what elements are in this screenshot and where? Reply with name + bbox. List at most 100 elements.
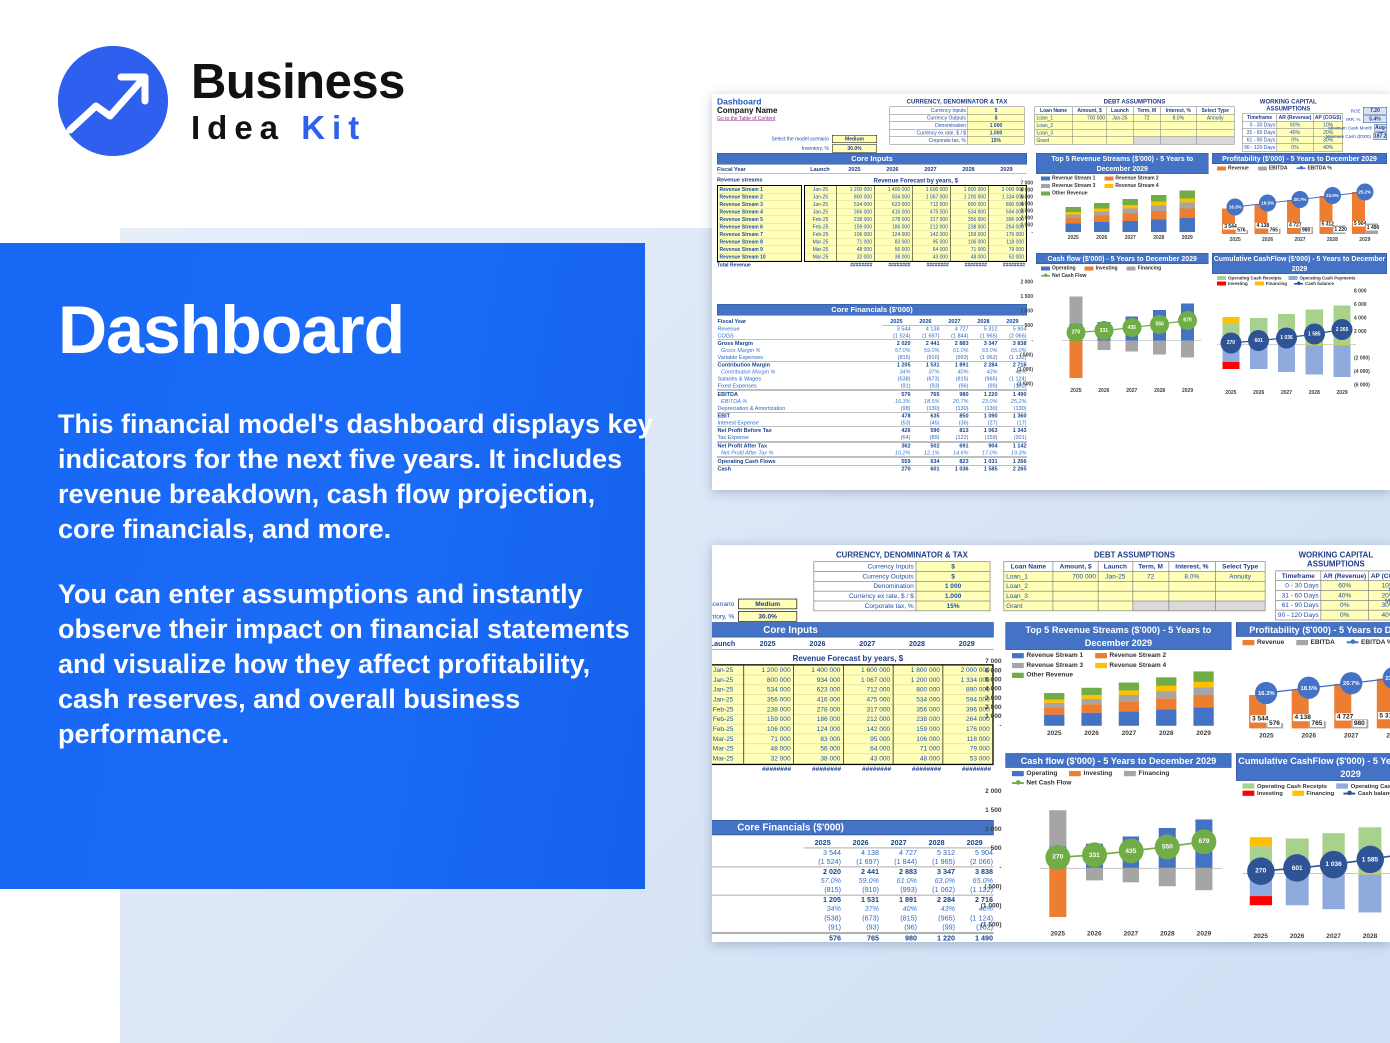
revenue-launch-cell[interactable]: Feb-25: [805, 231, 836, 239]
wc-cell[interactable]: 10%: [1368, 580, 1390, 591]
revenue-value-cell[interactable]: 317 000: [843, 705, 893, 715]
wc-cell[interactable]: 40%: [1368, 609, 1390, 621]
revenue-value-cell[interactable]: 83 000: [874, 239, 912, 246]
revenue-stream-name[interactable]: Revenue Stream 1: [718, 186, 801, 194]
wc-cell[interactable]: 40%: [1320, 590, 1369, 601]
debt-cell[interactable]: Loan_2: [1003, 581, 1054, 592]
revenue-value-cell[interactable]: 1 400 000: [874, 186, 912, 194]
debt-cell[interactable]: 700 000: [1072, 114, 1108, 122]
debt-cell[interactable]: [1160, 121, 1197, 130]
revenue-value-cell[interactable]: 1 600 000: [843, 666, 893, 676]
currency-value[interactable]: $: [967, 106, 1025, 115]
revenue-launch-cell[interactable]: Jan-25: [712, 666, 744, 676]
revenue-value-cell[interactable]: 118 000: [988, 239, 1026, 246]
revenue-value-cell[interactable]: 278 000: [793, 705, 843, 715]
currency-value[interactable]: 1 000: [967, 121, 1025, 130]
currency-value[interactable]: $: [915, 561, 991, 572]
revenue-value-cell[interactable]: 623 000: [793, 685, 843, 695]
revenue-value-cell[interactable]: 48 000: [744, 744, 794, 754]
debt-cell[interactable]: [1132, 581, 1169, 592]
revenue-value-cell[interactable]: 1 400 000: [793, 666, 843, 676]
revenue-value-cell[interactable]: 534 000: [744, 685, 794, 695]
wc-cell[interactable]: 40%: [1312, 143, 1344, 152]
debt-cell[interactable]: Annuity: [1214, 571, 1266, 582]
debt-cell[interactable]: Loan_3: [1003, 590, 1054, 602]
revenue-stream-name[interactable]: Revenue Stream 10: [718, 254, 801, 261]
revenue-value-cell[interactable]: 356 000: [836, 209, 874, 216]
revenue-value-cell[interactable]: 186 000: [874, 224, 912, 231]
revenue-value-cell[interactable]: 1 334 000: [943, 675, 993, 686]
revenue-value-cell[interactable]: 264 000: [943, 715, 993, 725]
revenue-launch-cell[interactable]: Mar-25: [712, 734, 744, 745]
revenue-value-cell[interactable]: 159 000: [950, 231, 988, 239]
debt-cell[interactable]: [1072, 136, 1108, 145]
debt-cell[interactable]: [1214, 600, 1266, 612]
debt-cell[interactable]: [1168, 600, 1216, 612]
debt-cell[interactable]: Annuity: [1195, 114, 1235, 122]
revenue-value-cell[interactable]: 106 000: [950, 239, 988, 246]
revenue-value-cell[interactable]: 238 000: [950, 224, 988, 231]
revenue-value-cell[interactable]: 71 000: [744, 734, 794, 745]
debt-cell[interactable]: Grant: [1034, 136, 1073, 145]
debt-cell[interactable]: 8.0%: [1160, 114, 1197, 122]
revenue-value-cell[interactable]: 142 000: [912, 231, 950, 239]
revenue-value-cell[interactable]: 238 000: [836, 216, 874, 224]
revenue-value-cell[interactable]: 800 000: [893, 685, 943, 695]
debt-cell[interactable]: Jan-25: [1097, 571, 1133, 582]
debt-cell[interactable]: Jan-25: [1106, 114, 1134, 122]
wc-cell[interactable]: 40%: [1276, 128, 1314, 137]
revenue-stream-name[interactable]: Revenue Stream 8: [718, 239, 801, 246]
debt-cell[interactable]: Loan_2: [1034, 121, 1073, 130]
revenue-value-cell[interactable]: 416 000: [793, 695, 843, 705]
currency-value[interactable]: $: [915, 571, 991, 582]
revenue-value-cell[interactable]: 48 000: [893, 754, 943, 764]
revenue-value-cell[interactable]: 1 067 000: [912, 194, 950, 201]
revenue-launch-cell[interactable]: Jan-25: [805, 194, 836, 201]
wc-cell[interactable]: 0%: [1276, 143, 1314, 152]
revenue-value-cell[interactable]: 534 000: [893, 695, 943, 705]
revenue-value-cell[interactable]: 1 800 000: [893, 666, 943, 676]
revenue-value-cell[interactable]: 1 200 000: [950, 194, 988, 201]
revenue-value-cell[interactable]: 356 000: [950, 216, 988, 224]
revenue-value-cell[interactable]: 712 000: [912, 201, 950, 209]
debt-cell[interactable]: [1072, 121, 1108, 130]
revenue-value-cell[interactable]: 159 000: [744, 715, 794, 725]
revenue-value-cell[interactable]: 238 000: [893, 715, 943, 725]
currency-value[interactable]: 15%: [915, 600, 991, 612]
revenue-value-cell[interactable]: 396 000: [988, 216, 1026, 224]
revenue-value-cell[interactable]: 264 000: [988, 224, 1026, 231]
revenue-value-cell[interactable]: 71 000: [950, 246, 988, 254]
debt-cell[interactable]: [1072, 129, 1108, 137]
revenue-value-cell[interactable]: 64 000: [843, 744, 893, 754]
revenue-value-cell[interactable]: 534 000: [950, 209, 988, 216]
revenue-launch-cell[interactable]: Jan-25: [712, 685, 744, 695]
revenue-value-cell[interactable]: 1 200 000: [744, 666, 794, 676]
revenue-launch-cell[interactable]: Feb-25: [712, 715, 744, 725]
revenue-value-cell[interactable]: 594 000: [988, 209, 1026, 216]
revenue-value-cell[interactable]: 43 000: [912, 254, 950, 261]
revenue-launch-cell[interactable]: Feb-25: [805, 216, 836, 224]
revenue-value-cell[interactable]: 38 000: [793, 754, 843, 764]
debt-cell[interactable]: 72: [1132, 571, 1169, 582]
revenue-value-cell[interactable]: 278 000: [874, 216, 912, 224]
revenue-value-cell[interactable]: 48 000: [950, 254, 988, 261]
revenue-value-cell[interactable]: 32 000: [744, 754, 794, 764]
revenue-value-cell[interactable]: 2 000 000: [988, 186, 1026, 194]
revenue-launch-cell[interactable]: Jan-25: [712, 675, 744, 686]
debt-cell[interactable]: [1106, 121, 1134, 130]
revenue-value-cell[interactable]: 48 000: [836, 246, 874, 254]
revenue-value-cell[interactable]: 800 000: [744, 675, 794, 686]
revenue-value-cell[interactable]: 1 200 000: [893, 675, 943, 686]
revenue-value-cell[interactable]: 356 000: [893, 705, 943, 715]
revenue-value-cell[interactable]: 159 000: [836, 224, 874, 231]
revenue-stream-name[interactable]: Revenue Stream 7: [718, 231, 801, 239]
debt-cell[interactable]: [1097, 590, 1133, 602]
revenue-value-cell[interactable]: 71 000: [893, 744, 943, 754]
currency-value[interactable]: $: [967, 114, 1025, 122]
revenue-value-cell[interactable]: 118 000: [943, 734, 993, 745]
debt-cell[interactable]: [1132, 129, 1161, 137]
debt-cell[interactable]: [1214, 581, 1266, 592]
revenue-launch-cell[interactable]: Jan-25: [805, 201, 836, 209]
wc-cell[interactable]: 60%: [1276, 121, 1314, 129]
currency-value[interactable]: 15%: [967, 136, 1025, 145]
